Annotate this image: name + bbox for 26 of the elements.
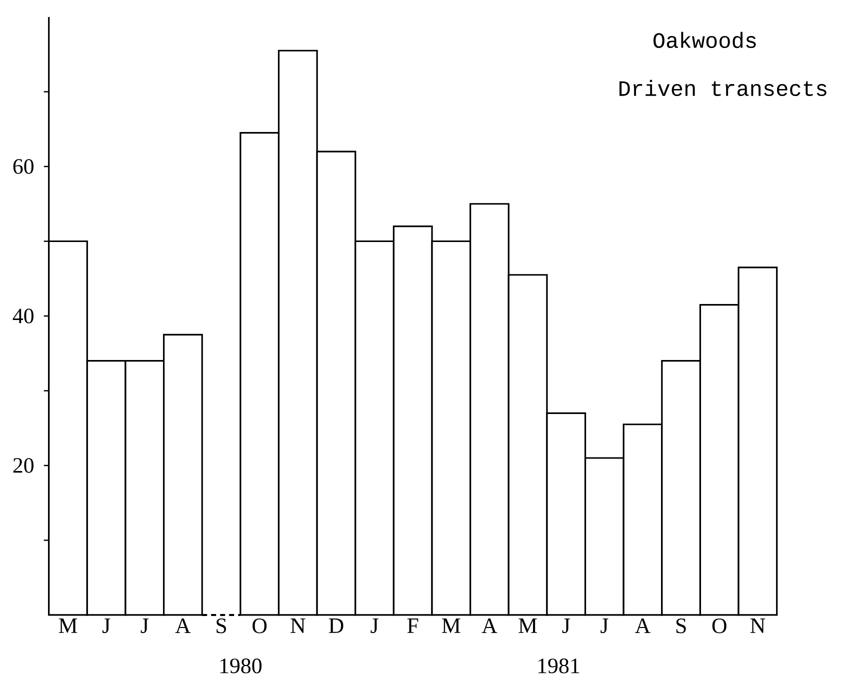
x-tick-label: S bbox=[676, 618, 686, 634]
text: 1981 bbox=[538, 658, 580, 674]
x-tick-label: J bbox=[140, 618, 148, 634]
text: Driven transects bbox=[620, 80, 826, 96]
x-tick-label: A bbox=[482, 618, 498, 633]
x-tick-label: N bbox=[750, 618, 766, 633]
y-tick-label: 60 bbox=[13, 159, 34, 174]
x-tick-label: J bbox=[102, 618, 110, 634]
x-tick-label: S bbox=[216, 618, 226, 634]
x-tick-label: M bbox=[518, 618, 537, 633]
x-tick-label: F bbox=[407, 618, 418, 633]
text: Oakwoods bbox=[653, 32, 756, 48]
text: 1980 bbox=[220, 658, 262, 674]
x-tick-label: J bbox=[562, 618, 570, 634]
y-tick-label: 20 bbox=[13, 458, 34, 473]
x-tick-label: A bbox=[635, 618, 651, 633]
x-tick-label: O bbox=[252, 618, 267, 634]
x-tick-label: O bbox=[712, 618, 726, 634]
x-tick-label: J bbox=[600, 618, 608, 634]
x-tick-label: M bbox=[442, 618, 460, 633]
x-tick-label: A bbox=[175, 618, 191, 633]
x-tick-label: J bbox=[370, 618, 378, 634]
y-tick-label: 40 bbox=[12, 308, 34, 324]
x-tick-label: M bbox=[58, 618, 78, 633]
x-tick-label: N bbox=[290, 618, 306, 633]
x-tick-label: D bbox=[328, 618, 344, 633]
